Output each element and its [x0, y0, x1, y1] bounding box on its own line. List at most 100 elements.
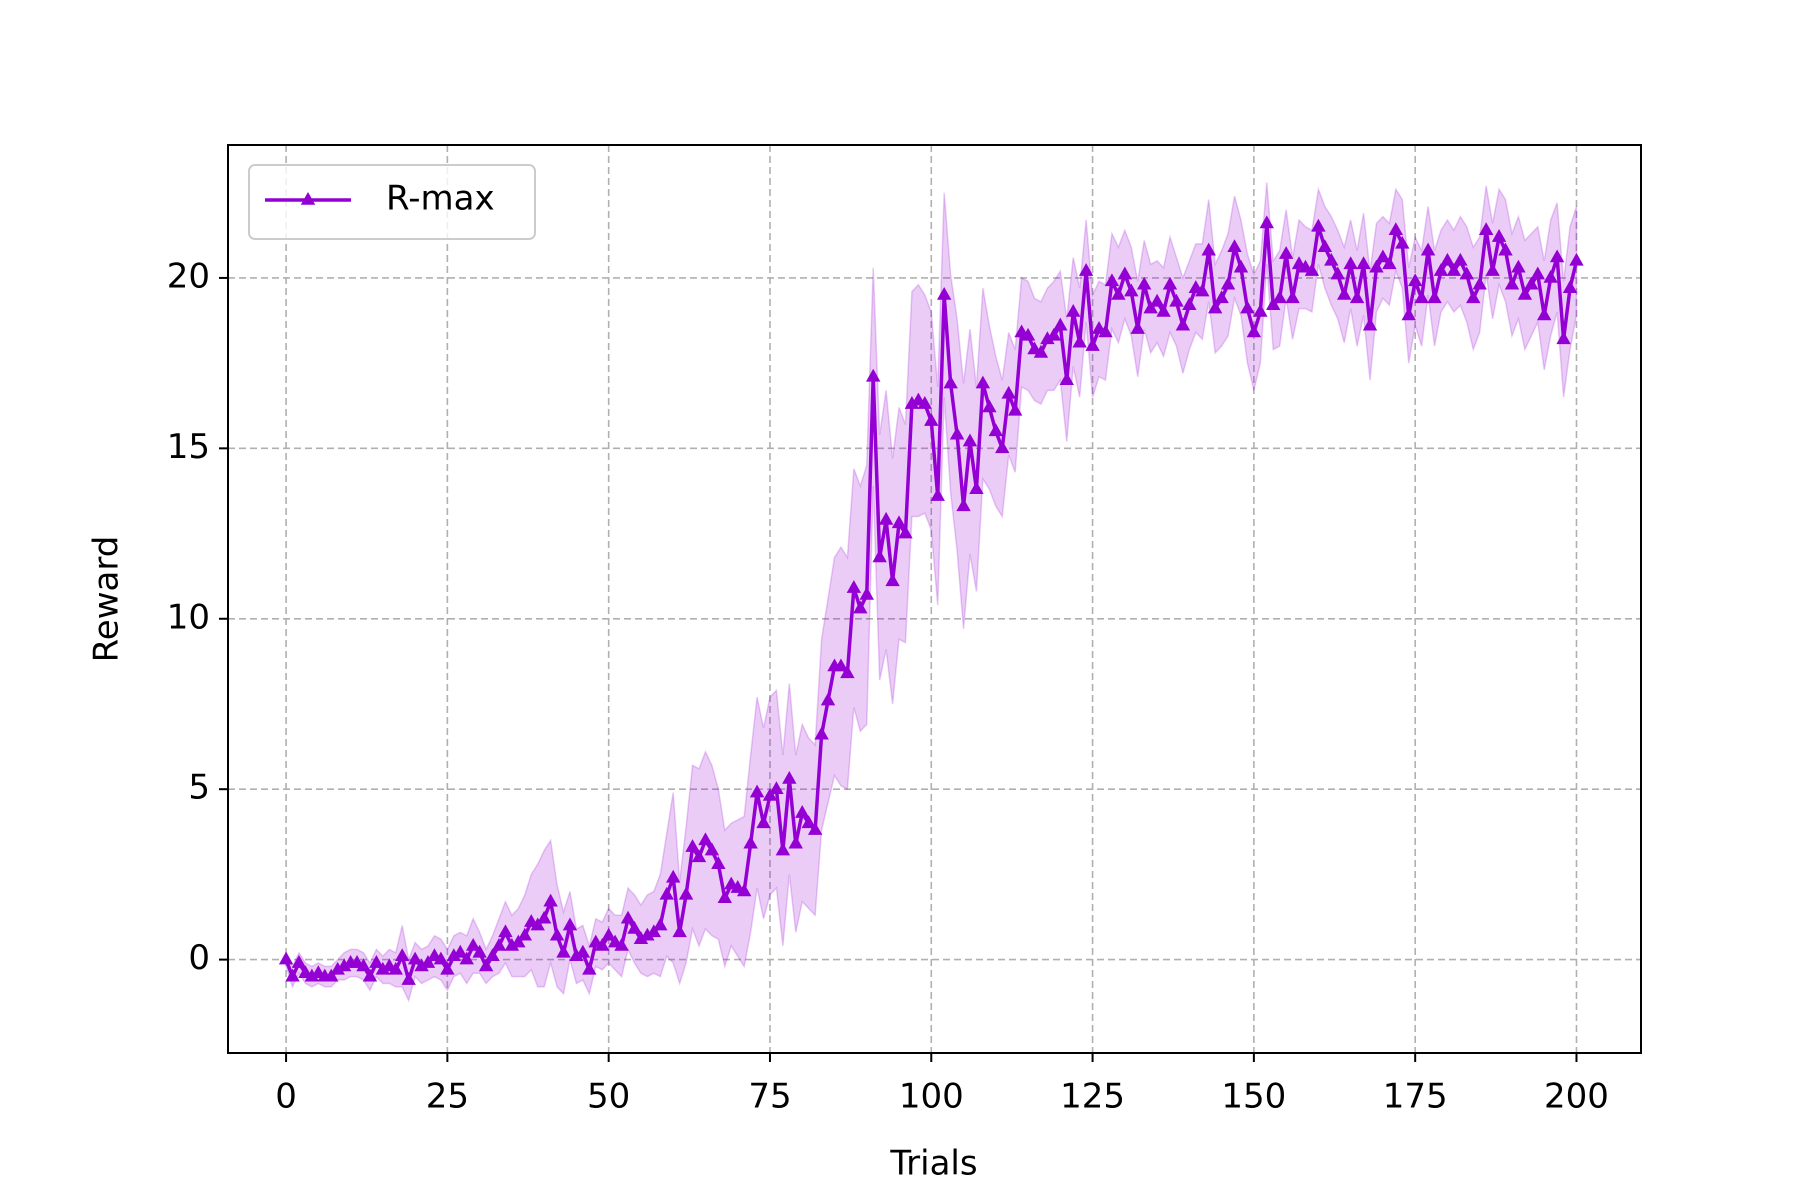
point-marker	[1272, 290, 1287, 304]
point-marker	[1395, 235, 1410, 249]
legend-box	[248, 164, 536, 240]
point-marker	[1117, 266, 1133, 280]
x-tick-label: 175	[1383, 1077, 1448, 1117]
point-marker	[304, 968, 320, 982]
point-marker	[633, 931, 649, 944]
point-marker	[459, 951, 474, 965]
point-marker	[1440, 252, 1455, 266]
error-band	[285, 182, 1578, 1003]
x-tick-label: 125	[1060, 1077, 1125, 1117]
point-marker	[1420, 242, 1436, 256]
point-marker	[917, 396, 933, 409]
point-marker	[672, 924, 687, 938]
point-marker	[1227, 239, 1242, 253]
point-marker	[1524, 276, 1539, 290]
point-marker	[782, 770, 797, 784]
point-marker	[1066, 304, 1081, 317]
point-marker	[704, 842, 720, 856]
point-marker	[1040, 331, 1055, 345]
point-marker	[807, 822, 823, 835]
point-marker	[356, 958, 371, 972]
point-marker	[1337, 286, 1352, 300]
point-marker	[891, 515, 907, 529]
point-marker	[1182, 297, 1197, 310]
point-marker	[962, 433, 978, 447]
point-marker	[1517, 286, 1533, 300]
point-marker	[1130, 321, 1145, 334]
point-marker	[1369, 259, 1384, 273]
point-marker	[324, 968, 339, 982]
point-marker	[678, 886, 694, 900]
point-marker	[859, 586, 874, 600]
point-marker	[1149, 293, 1165, 307]
point-marker	[846, 580, 862, 593]
point-marker	[1433, 263, 1449, 276]
x-tick-label: 50	[587, 1077, 630, 1117]
point-marker	[711, 856, 726, 869]
point-marker	[736, 883, 752, 897]
point-marker	[291, 955, 307, 968]
point-marker	[1124, 283, 1139, 297]
point-marker	[1104, 273, 1120, 287]
point-marker	[1143, 300, 1158, 314]
point-marker	[1349, 290, 1365, 304]
point-marker	[446, 948, 462, 962]
point-marker	[549, 927, 565, 941]
point-marker	[511, 934, 526, 948]
point-marker	[956, 498, 971, 512]
point-marker	[601, 927, 616, 941]
point-marker	[414, 958, 429, 972]
point-marker	[504, 937, 520, 951]
point-marker	[885, 573, 900, 587]
x-tick-label: 75	[748, 1077, 791, 1117]
point-marker	[743, 835, 758, 849]
point-marker	[1324, 252, 1339, 266]
point-marker	[975, 375, 991, 389]
point-marker	[375, 961, 391, 975]
point-marker	[943, 375, 958, 389]
point-marker	[485, 948, 500, 962]
y-tick-label: 20	[167, 256, 210, 296]
point-marker	[969, 481, 984, 495]
point-marker	[685, 839, 700, 852]
point-marker	[1549, 249, 1565, 263]
point-marker	[627, 920, 642, 934]
point-marker	[440, 961, 455, 975]
point-marker	[1059, 372, 1074, 385]
point-marker	[1485, 263, 1500, 276]
legend-marker	[300, 192, 316, 205]
point-marker	[1478, 222, 1494, 236]
point-marker	[1078, 263, 1094, 276]
point-marker	[769, 781, 784, 794]
point-marker	[285, 968, 300, 982]
point-marker	[1317, 239, 1333, 253]
point-marker	[336, 958, 352, 972]
point-marker	[1511, 259, 1526, 273]
point-marker	[407, 951, 423, 965]
point-marker	[1491, 229, 1507, 242]
point-marker	[1388, 222, 1404, 236]
point-marker	[1459, 266, 1474, 280]
point-marker	[1543, 269, 1558, 283]
point-marker	[1169, 293, 1184, 307]
point-marker	[1382, 256, 1397, 270]
point-marker	[1466, 290, 1481, 304]
point-marker	[982, 399, 997, 413]
point-marker	[278, 951, 294, 965]
point-marker	[924, 413, 939, 426]
point-marker	[1240, 300, 1255, 314]
x-tick-label: 0	[275, 1077, 297, 1117]
x-tick-label: 100	[899, 1077, 964, 1117]
point-marker	[930, 488, 945, 501]
point-marker	[795, 805, 810, 818]
point-marker	[717, 890, 733, 904]
point-marker	[653, 917, 668, 931]
point-marker	[1098, 324, 1113, 338]
point-marker	[330, 961, 345, 975]
point-marker	[401, 972, 416, 985]
point-marker	[872, 549, 887, 563]
point-marker	[1453, 252, 1468, 266]
point-marker	[1569, 252, 1584, 266]
point-marker	[1504, 276, 1520, 290]
point-marker	[1498, 242, 1513, 256]
